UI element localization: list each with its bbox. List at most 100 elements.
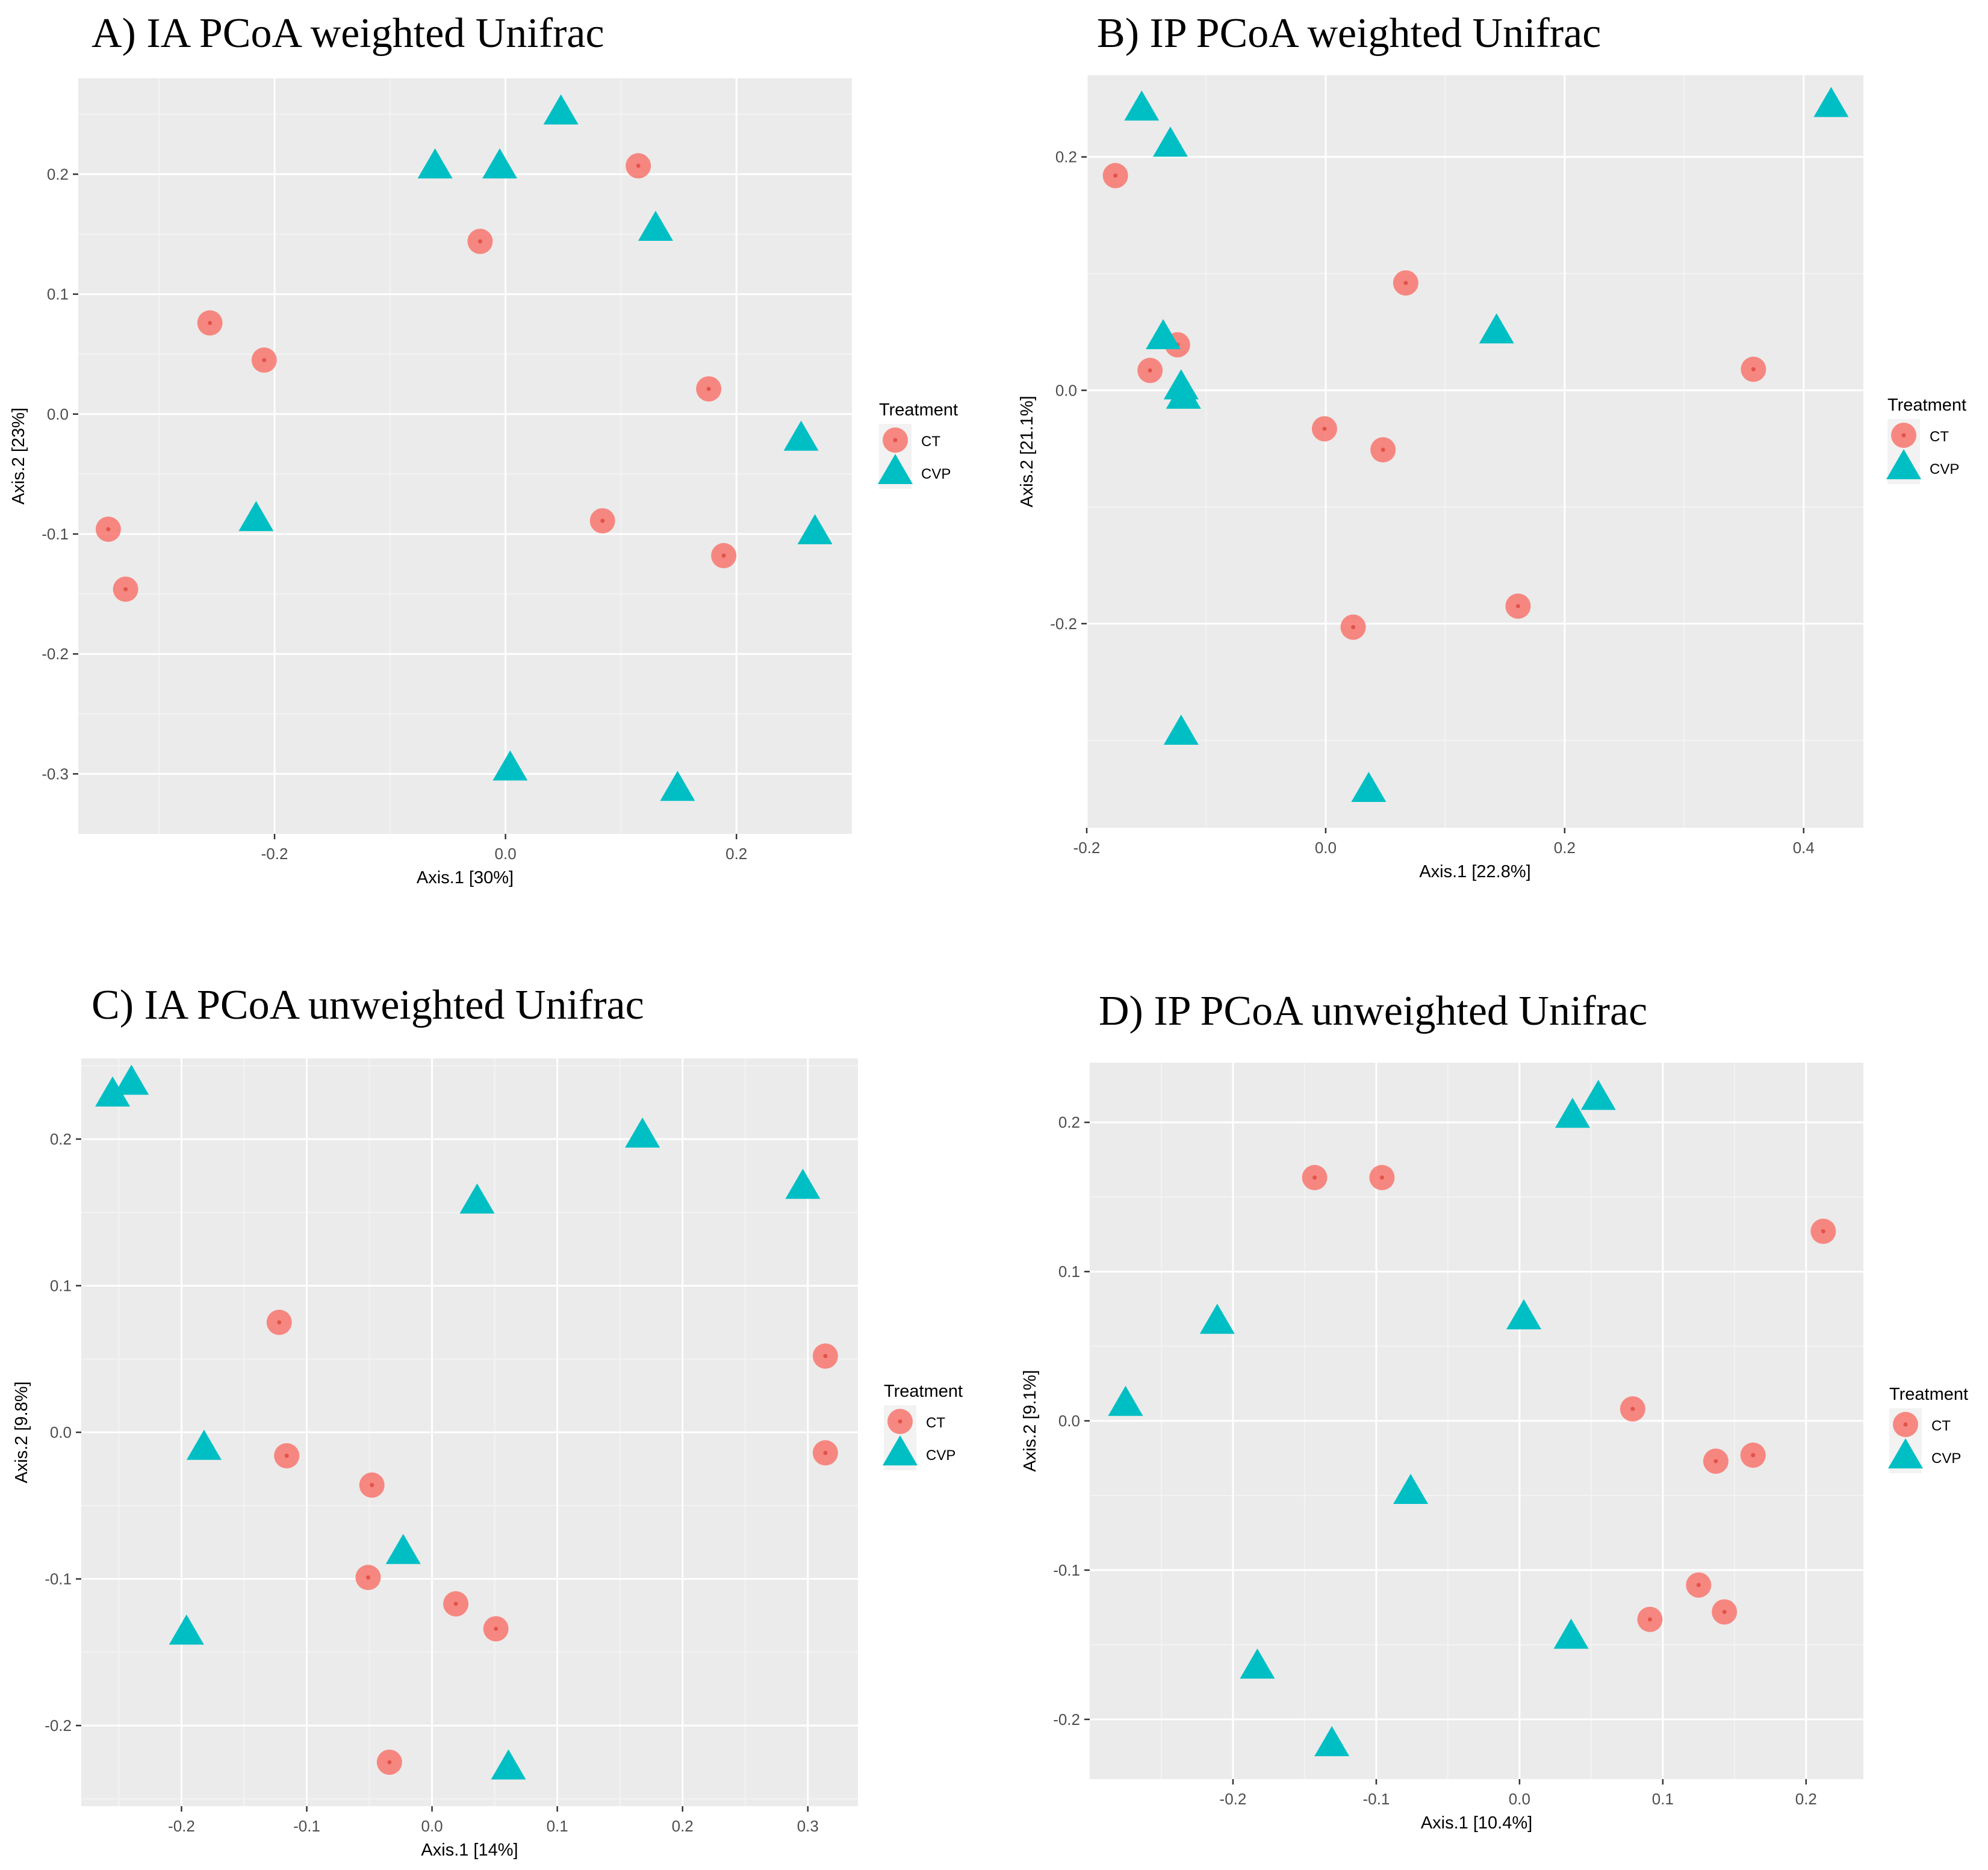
x-tick-label: 0.0 bbox=[1509, 1790, 1530, 1808]
legend-label-ct: CT bbox=[1931, 1418, 1951, 1434]
point-ct-center bbox=[1381, 448, 1385, 452]
x-tick-label: 0.0 bbox=[421, 1817, 443, 1835]
point-ct-center bbox=[123, 587, 128, 591]
panel-title: C) IA PCoA unweighted Unifrac bbox=[92, 982, 644, 1028]
y-tick-label: 0.0 bbox=[1055, 381, 1077, 399]
y-axis-label: Axis.2 [23%] bbox=[9, 408, 28, 505]
point-ct-center bbox=[722, 553, 726, 558]
y-axis-label: Axis.2 [9.8%] bbox=[12, 1381, 31, 1483]
x-axis-label: Axis.1 [10.4%] bbox=[1421, 1813, 1532, 1833]
x-tick-label: 0.0 bbox=[1315, 839, 1337, 857]
point-ct-center bbox=[1713, 1459, 1718, 1463]
legend-ct-center bbox=[898, 1420, 902, 1424]
legend-label-cvp: CVP bbox=[1930, 461, 1959, 477]
y-tick-label: 0.2 bbox=[1058, 1113, 1080, 1131]
y-tick-label: 0.2 bbox=[50, 1130, 72, 1148]
point-ct-center bbox=[285, 1453, 289, 1458]
legend-label-cvp: CVP bbox=[926, 1447, 955, 1464]
point-ct-center bbox=[1380, 1175, 1384, 1179]
point-ct-center bbox=[1630, 1407, 1635, 1411]
panel-title: D) IP PCoA unweighted Unifrac bbox=[1099, 988, 1647, 1034]
point-ct-center bbox=[707, 387, 711, 391]
y-tick-label: 0.2 bbox=[47, 165, 69, 183]
legend: Treatment CT CVP bbox=[883, 1382, 963, 1470]
legend-label-cvp: CVP bbox=[1931, 1450, 1961, 1467]
point-ct-center bbox=[387, 1760, 391, 1764]
x-tick-label: -0.2 bbox=[261, 845, 288, 863]
point-ct-center bbox=[208, 321, 212, 325]
point-ct-center bbox=[1722, 1610, 1727, 1614]
point-ct-center bbox=[366, 1576, 370, 1580]
x-tick-label: 0.0 bbox=[495, 845, 517, 863]
point-ct-center bbox=[1312, 1175, 1317, 1179]
x-tick-label: 0.2 bbox=[1554, 839, 1576, 857]
legend-label-ct: CT bbox=[926, 1415, 945, 1431]
legend-title: Treatment bbox=[1887, 396, 1966, 415]
legend: Treatment CT CVP bbox=[1886, 396, 1966, 484]
x-tick-label: -0.2 bbox=[168, 1817, 195, 1835]
point-ct-center bbox=[1113, 173, 1117, 178]
point-ct-center bbox=[823, 1354, 827, 1358]
legend-ct-center bbox=[893, 438, 898, 443]
legend-label-ct: CT bbox=[1930, 429, 1949, 445]
plot-background bbox=[1087, 75, 1863, 828]
panel-d: D) IP PCoA unweighted Unifrac -0.2 -0.1 0.0… bbox=[1020, 988, 1968, 1833]
y-tick-label: -0.1 bbox=[45, 1570, 72, 1588]
x-tick-label: -0.1 bbox=[1363, 1790, 1390, 1808]
x-axis-label: Axis.1 [30%] bbox=[417, 868, 514, 887]
x-tick-label: -0.2 bbox=[1220, 1790, 1247, 1808]
x-tick-label: 0.4 bbox=[1793, 839, 1815, 857]
point-ct-center bbox=[1648, 1617, 1652, 1621]
point-ct-center bbox=[1148, 368, 1152, 373]
panel-a: A) IA PCoA weighted Unifrac-0.2 0.0 0.2-0.… bbox=[9, 10, 958, 887]
legend-ct-center bbox=[1904, 1423, 1908, 1427]
point-ct-center bbox=[636, 164, 641, 168]
x-tick-label: 0.2 bbox=[1795, 1790, 1817, 1808]
y-axis-label: Axis.2 [9.1%] bbox=[1020, 1370, 1040, 1471]
x-tick-label: 0.1 bbox=[1652, 1790, 1674, 1808]
y-tick-label: -0.2 bbox=[1050, 615, 1077, 633]
legend-label-cvp: CVP bbox=[921, 466, 951, 482]
legend-title: Treatment bbox=[884, 1382, 963, 1401]
x-axis-label: Axis.1 [14%] bbox=[421, 1840, 518, 1860]
y-tick-label: -0.3 bbox=[42, 765, 69, 783]
point-ct-center bbox=[1751, 1453, 1755, 1458]
point-ct-center bbox=[277, 1320, 281, 1325]
x-tick-label: -0.2 bbox=[1073, 839, 1101, 857]
panel-title: B) IP PCoA weighted Unifrac bbox=[1097, 10, 1601, 57]
y-axis-label: Axis.2 [21.1%] bbox=[1017, 396, 1037, 507]
point-ct-center bbox=[478, 239, 482, 243]
point-ct-center bbox=[1516, 604, 1520, 608]
x-axis-label: Axis.1 [22.8%] bbox=[1419, 862, 1530, 881]
point-ct-center bbox=[1697, 1583, 1701, 1587]
point-ct-center bbox=[823, 1451, 827, 1455]
legend-label-ct: CT bbox=[921, 433, 940, 450]
y-tick-label: 0.2 bbox=[1055, 148, 1077, 166]
point-ct-center bbox=[262, 358, 266, 362]
point-ct-center bbox=[1322, 427, 1326, 431]
x-tick-label: 0.2 bbox=[725, 845, 747, 863]
y-tick-label: 0.1 bbox=[50, 1276, 72, 1294]
point-ct-center bbox=[454, 1601, 458, 1606]
x-tick-label: 0.2 bbox=[672, 1817, 694, 1835]
y-tick-label: -0.2 bbox=[1053, 1710, 1080, 1729]
panel-b: B) IP PCoA weighted Unifrac -0.2 0.0 0.2 0.4… bbox=[1017, 10, 1966, 881]
point-ct-center bbox=[1821, 1229, 1825, 1234]
x-tick-label: 0.1 bbox=[547, 1817, 568, 1835]
x-tick-label: 0.3 bbox=[797, 1817, 819, 1835]
y-tick-label: 0.0 bbox=[47, 405, 69, 423]
y-tick-label: -0.2 bbox=[45, 1716, 72, 1735]
y-tick-label: 0.1 bbox=[1058, 1263, 1080, 1281]
point-ct-center bbox=[106, 527, 110, 532]
legend-ct-center bbox=[1902, 433, 1906, 438]
legend: Treatment CT CVP bbox=[878, 400, 958, 489]
y-tick-label: 0.0 bbox=[50, 1423, 72, 1441]
x-tick-label: -0.1 bbox=[293, 1817, 320, 1835]
point-ct-center bbox=[370, 1483, 374, 1487]
legend-title: Treatment bbox=[879, 400, 958, 420]
y-tick-label: 0.0 bbox=[1058, 1412, 1080, 1430]
point-ct-center bbox=[600, 519, 604, 523]
panel-c: C) IA PCoA unweighted Unifrac -0.2 -0.1 0.0… bbox=[12, 982, 963, 1860]
legend-title: Treatment bbox=[1889, 1385, 1968, 1404]
